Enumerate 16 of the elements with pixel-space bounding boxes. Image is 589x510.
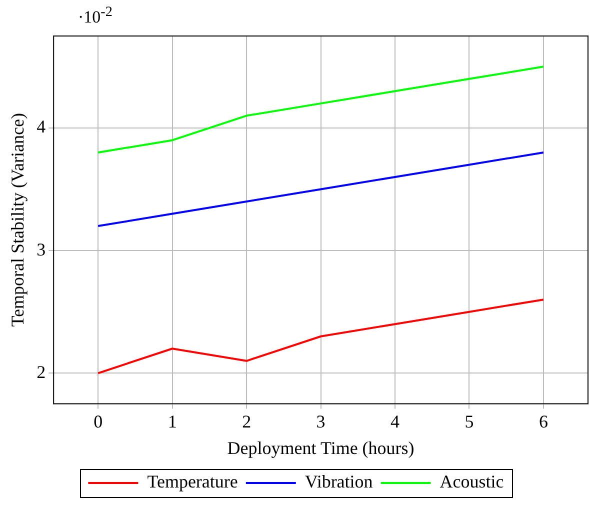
y-tick-label: 4 <box>36 116 46 137</box>
legend-label: Acoustic <box>440 472 504 492</box>
y-tick-label: 3 <box>36 239 46 260</box>
x-tick-label: 4 <box>390 411 400 432</box>
x-tick-label: 1 <box>168 411 177 432</box>
x-axis-title: Deployment Time (hours) <box>227 438 414 458</box>
legend-label: Temperature <box>147 472 238 492</box>
x-tick-label: 0 <box>94 411 103 432</box>
x-tick-label: 6 <box>538 411 548 432</box>
legend-label: Vibration <box>304 472 373 492</box>
text: ·10$^{-2}$ <box>78 4 112 28</box>
x-tick-label: 3 <box>316 411 326 432</box>
x-tick-label: 2 <box>242 411 252 432</box>
x-tick-label: 5 <box>464 411 474 432</box>
y-axis-title: Temporal Stability (Variance) <box>8 113 28 327</box>
y-tick-label: 2 <box>36 362 46 382</box>
